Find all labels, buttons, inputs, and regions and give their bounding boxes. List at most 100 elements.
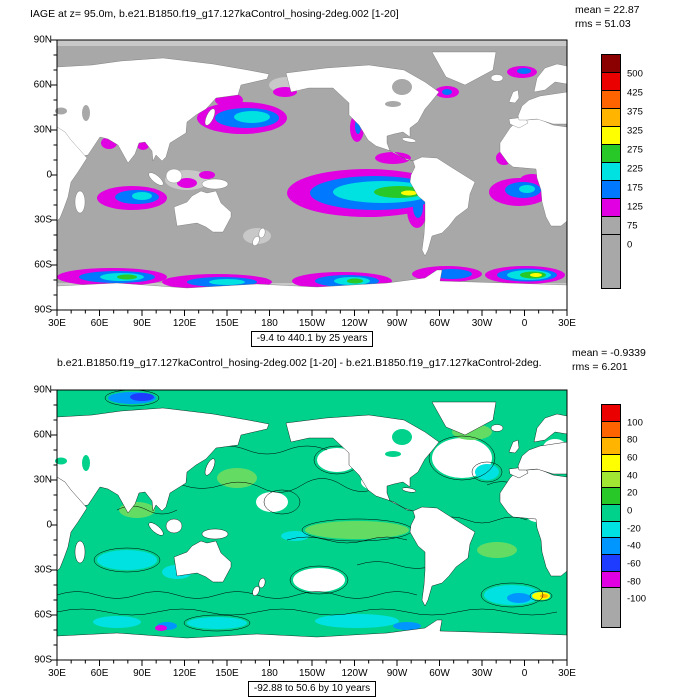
lon-tick-label: 150W [298, 318, 326, 329]
colorbar-segment [601, 487, 621, 505]
lat-tick-label: 30N [33, 124, 52, 136]
map-area [51, 389, 568, 666]
colorbar-tick-label: 60 [627, 452, 638, 464]
colorbar: 500 425 375 325 275 225 175 125 75 0 [601, 54, 643, 300]
lon-tick-label: 120W [341, 318, 368, 329]
age-filled-contours [57, 66, 565, 290]
lat-tick-label: 60N [33, 79, 52, 91]
lon-tick-label: 30E [558, 668, 576, 679]
world-map-difference [51, 389, 568, 666]
lon-tick-label: 30E [48, 318, 66, 329]
colorbar-tick-label: -20 [627, 523, 641, 535]
lat-tick-label: 90S [34, 654, 52, 666]
colorbar-tick-label: 175 [627, 182, 643, 194]
colorbar-segment [601, 89, 621, 109]
colorbar-tick-label: 0 [627, 505, 633, 517]
colorbar-segment [601, 107, 621, 127]
colorbar-tick-label: -100 [627, 593, 647, 605]
colorbar-tick-label: 80 [627, 434, 638, 446]
colorbar-segment [601, 233, 621, 289]
colorbar-segment [601, 179, 621, 199]
lat-tick-label: 30S [34, 564, 52, 576]
colorbar-segment [601, 553, 621, 572]
lat-axis: 90N 60N 30N 0 30S 60S 90S [22, 385, 52, 666]
lat-tick-label: 60S [34, 259, 52, 271]
colorbar-segment [601, 470, 621, 489]
lon-tick-label: 0 [521, 668, 528, 679]
lon-tick-label: 30W [471, 318, 493, 329]
lon-tick-label: 120W [341, 668, 368, 679]
colorbar-tick-label: 425 [627, 87, 643, 99]
mean-value: mean = 22.87 [575, 4, 640, 16]
colorbar-tick-label: 375 [627, 106, 643, 118]
stats-block: mean = 22.87 rms = 51.03 [575, 3, 640, 31]
caption-row: -92.88 to 50.6 by 10 years [57, 681, 567, 697]
lon-tick-label: 30W [471, 668, 493, 679]
lon-tick-label: 90E [133, 318, 151, 329]
lon-tick-label: 150E [215, 318, 239, 329]
colorbar-segment [601, 71, 621, 91]
colorbar-segment [601, 143, 621, 163]
rms-value: rms = 51.03 [575, 18, 631, 30]
lat-tick-label: 30S [34, 214, 52, 226]
colorbar-segment [601, 587, 621, 628]
axis-ticks [51, 39, 568, 316]
colorbar-tick-label: 20 [627, 487, 638, 499]
plot-title: b.e21.B1850.f19_g17.127kaControl_hosing-… [57, 357, 542, 369]
lat-tick-label: 60N [33, 429, 52, 441]
colorbar-segment [601, 125, 621, 145]
lon-tick-label: 90W [386, 318, 408, 329]
lon-tick-label: 120E [172, 318, 197, 329]
colorbar-segment [601, 161, 621, 181]
lon-tick-label: 120E [172, 668, 197, 679]
lon-axis: 30E 60E 90E 120E 150E 180 150W 120W 90W 60W 30W 0 30… [48, 668, 576, 682]
mean-value: mean = -0.9339 [572, 347, 646, 359]
lat-axis: 90N 60N 30N 0 30S 60S 90S [22, 35, 52, 316]
colorbar-tick-label: 100 [627, 417, 643, 429]
colorbar-tick-label: 325 [627, 125, 643, 137]
lon-tick-label: 30E [48, 668, 66, 679]
contour-range-caption: -9.4 to 440.1 by 25 years [250, 331, 374, 347]
lon-tick-label: 180 [261, 318, 278, 329]
lat-tick-label: 30N [33, 474, 52, 486]
lon-tick-label: 60W [429, 668, 450, 679]
colorbar-segment [601, 570, 621, 589]
lakes [55, 79, 412, 121]
axis-ticks [51, 389, 568, 666]
lat-tick-label: 0 [46, 169, 52, 181]
colorbar-tick-label: 40 [627, 470, 638, 482]
lakes [55, 429, 412, 471]
colorbar-tick-label: -60 [627, 558, 641, 570]
lon-tick-label: 150W [298, 668, 326, 679]
colorbar-tick-label: 500 [627, 68, 643, 80]
lon-tick-label: 90W [386, 668, 408, 679]
caption-row: -9.4 to 440.1 by 25 years [57, 331, 567, 347]
colorbar-tick-label: 125 [627, 201, 643, 213]
lon-tick-label: 60E [90, 318, 109, 329]
colorbar-segment [601, 197, 621, 217]
rms-value: rms = 6.201 [572, 361, 628, 373]
lon-tick-label: 150E [215, 668, 239, 679]
colorbar-tick-label: -40 [627, 540, 641, 552]
lon-tick-label: 180 [261, 668, 278, 679]
colorbar-segment [601, 437, 621, 455]
colorbar-tick-label: 275 [627, 144, 643, 156]
colorbar: 100 80 60 40 20 0 -20 -40 -60 -80 -100 [601, 404, 646, 640]
colorbar-tick-label: -80 [627, 576, 641, 588]
contour-range-caption: -92.88 to 50.6 by 10 years [247, 681, 377, 697]
lon-axis: 30E 60E 90E 120E 150E 180 150W 120W 90W 60W 30W 0 30… [48, 318, 576, 332]
colorbar-tick-label: 75 [627, 220, 638, 232]
colorbar-segment [601, 453, 621, 472]
stats-block: mean = -0.9339 rms = 6.201 [572, 346, 646, 374]
colorbar-segment [601, 215, 621, 235]
lat-tick-label: 90S [34, 304, 52, 316]
lon-tick-label: 0 [521, 318, 528, 329]
lon-tick-label: 60E [90, 668, 109, 679]
colorbar-segment [601, 520, 621, 539]
world-map-iage [51, 39, 568, 316]
lon-tick-label: 90E [133, 668, 151, 679]
lat-tick-label: 0 [46, 519, 52, 531]
colorbar-segment [601, 537, 621, 555]
lat-tick-label: 60S [34, 609, 52, 621]
